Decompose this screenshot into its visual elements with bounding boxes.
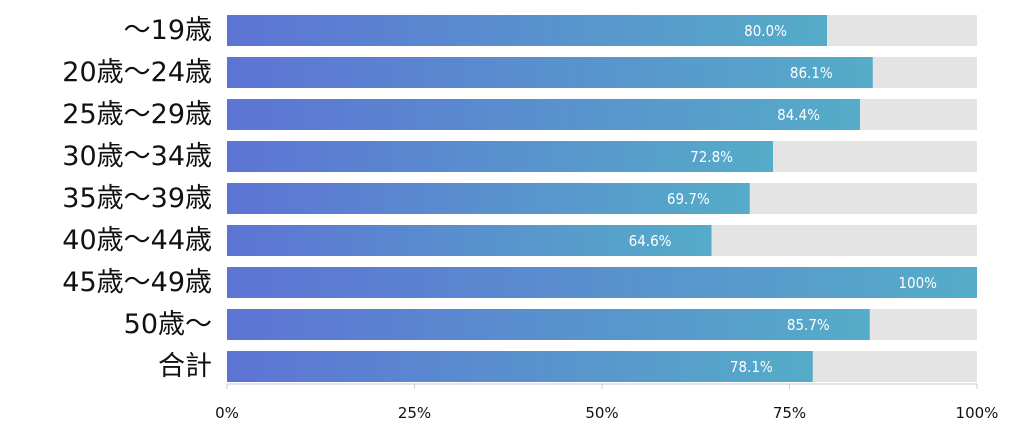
x-tick-label: 50% xyxy=(585,404,618,422)
bars xyxy=(227,15,977,382)
bar xyxy=(227,99,860,130)
x-tick-label: 100% xyxy=(956,404,999,422)
value-label: 69.7% xyxy=(667,190,710,208)
value-label: 85.7% xyxy=(787,316,830,334)
category-label: 20歳～24歳 xyxy=(62,57,212,88)
value-label: 100% xyxy=(898,274,937,292)
bar xyxy=(227,141,773,172)
category-label: 50歳～ xyxy=(124,309,212,340)
value-label: 72.8% xyxy=(690,148,733,166)
category-labels: ～19歳 20歳～24歳 25歳～29歳 30歳～34歳 35歳～39歳 40歳～44歳 4… xyxy=(62,15,212,382)
category-label: 45歳～49歳 xyxy=(62,267,212,298)
bar xyxy=(227,267,977,298)
category-label: 35歳～39歳 xyxy=(62,183,212,214)
category-label: ～19歳 xyxy=(124,15,212,46)
x-tick-label: 75% xyxy=(773,404,806,422)
value-label: 86.1% xyxy=(790,64,833,82)
value-label: 80.0% xyxy=(744,22,787,40)
category-label: 30歳～34歳 xyxy=(62,141,212,172)
category-label: 40歳～44歳 xyxy=(62,225,212,256)
x-tick-label: 0% xyxy=(215,404,239,422)
x-axis: 0% 25% 50% 75% 100% xyxy=(215,383,999,422)
value-label: 84.4% xyxy=(777,106,820,124)
x-tick-label: 25% xyxy=(398,404,431,422)
bar xyxy=(227,57,873,88)
bar xyxy=(227,351,813,382)
category-label: 合計 xyxy=(158,351,212,382)
bar xyxy=(227,15,827,46)
bar xyxy=(227,225,712,256)
category-label: 25歳～29歳 xyxy=(62,99,212,130)
value-label: 64.6% xyxy=(629,232,672,250)
bar xyxy=(227,183,750,214)
value-label: 78.1% xyxy=(730,358,773,376)
value-labels: 80.0% 86.1% 84.4% 72.8% 69.7% 64.6% 100% 85.7% 7… xyxy=(629,22,938,376)
bar xyxy=(227,309,870,340)
